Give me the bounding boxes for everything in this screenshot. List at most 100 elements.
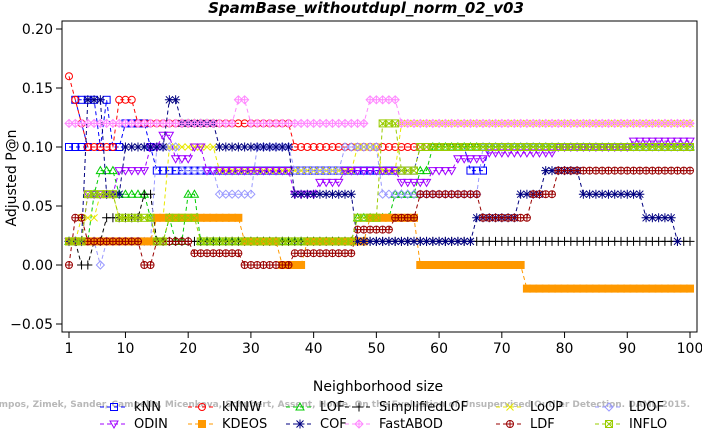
point-cof — [396, 236, 406, 246]
point-odin — [315, 178, 325, 188]
legend-item-ldof: LDOF — [595, 400, 664, 415]
point-odin — [434, 167, 444, 176]
point-knnw — [121, 95, 130, 104]
point-knnw — [384, 143, 393, 151]
y-tick-label: 0.20 — [22, 22, 53, 38]
x-tick-label: 80 — [556, 341, 574, 357]
credit-text: Campos, Zimek, Sander, Campello, Micenko… — [0, 400, 690, 410]
x-tick-label: 90 — [618, 341, 636, 357]
point-odin — [126, 167, 137, 176]
y-tick-label: 0.00 — [22, 258, 53, 274]
point-ldf — [347, 249, 356, 258]
point-ldof — [315, 165, 325, 176]
point-cof — [309, 189, 319, 199]
legend-marker — [198, 403, 206, 411]
point-odin — [139, 167, 150, 176]
point-odin — [327, 178, 338, 188]
point-odin — [202, 167, 212, 176]
point-fastabod — [685, 118, 695, 129]
point-cof — [89, 95, 99, 105]
point-ldof — [296, 165, 306, 176]
point-cof — [447, 236, 457, 246]
point-ldof — [164, 142, 175, 152]
point-ldof — [346, 142, 356, 152]
point-inflo — [391, 119, 400, 128]
point-odin — [377, 167, 388, 176]
point-cof — [359, 236, 369, 246]
point-ldof — [359, 142, 369, 152]
legend-label: LDF — [530, 417, 555, 432]
point-cof — [585, 189, 595, 199]
point-odin — [402, 178, 413, 188]
point-ldof — [233, 189, 244, 199]
plot-frame — [61, 20, 698, 333]
point-lof — [415, 165, 426, 175]
point-ldf — [548, 190, 556, 199]
point-kdeos — [234, 213, 243, 222]
point-odin — [685, 137, 695, 147]
point-cof — [672, 236, 682, 246]
point-cof — [641, 213, 651, 223]
point-odin — [547, 149, 557, 158]
point-cof — [158, 142, 168, 152]
series-kdeos — [65, 213, 694, 293]
axes-layer: 1 10 20 30 40 50 60 70 80 90 100 −0.05 0.00 0.05 0.10 0… — [10, 22, 702, 357]
point-ldof — [183, 165, 193, 176]
point-lof — [108, 165, 118, 175]
point-odin — [365, 167, 375, 176]
point-odin — [277, 167, 288, 176]
point-odin — [358, 167, 369, 176]
point-lof — [126, 189, 137, 198]
point-odin — [258, 167, 269, 176]
point-knn — [466, 166, 475, 175]
point-odin — [233, 167, 244, 176]
point-odin — [660, 137, 670, 147]
point-cof — [164, 95, 174, 105]
point-knnw — [303, 143, 312, 151]
point-odin — [227, 167, 237, 176]
point-odin — [183, 155, 194, 164]
point-inflo — [77, 237, 86, 246]
point-cof — [371, 236, 381, 246]
point-cof — [647, 213, 657, 223]
legend-label: FastABOD — [379, 417, 443, 432]
point-odin — [133, 167, 143, 176]
point-cof — [616, 189, 626, 199]
point-odin — [484, 149, 495, 158]
legend-label: LOF — [320, 400, 345, 415]
point-cof — [403, 236, 413, 246]
point-cof — [233, 142, 243, 152]
point-ldof — [227, 189, 237, 199]
point-simplifiedlof — [685, 236, 695, 246]
point-odin — [177, 155, 187, 164]
point-knn — [159, 166, 168, 175]
point-cof — [302, 189, 312, 199]
legend-marker — [604, 402, 614, 412]
legend-label: LoOP — [530, 400, 563, 415]
point-knnw — [127, 95, 136, 104]
point-odin — [453, 155, 463, 164]
y-tick-label: 0.10 — [22, 140, 53, 156]
point-odin — [340, 167, 350, 176]
point-fastabod — [239, 95, 250, 105]
legend-marker — [198, 420, 206, 428]
point-loop — [178, 143, 186, 151]
point-odin — [465, 155, 476, 164]
point-ldf — [146, 261, 155, 269]
point-cof — [660, 213, 670, 223]
x-tick-label: 40 — [305, 341, 323, 357]
point-odin — [271, 167, 281, 176]
point-cof — [221, 142, 231, 152]
point-loop — [83, 213, 92, 222]
point-cof — [629, 189, 639, 199]
point-cof — [541, 166, 551, 176]
legend-marker — [109, 420, 119, 430]
point-inflo — [190, 213, 199, 222]
point-cof — [246, 142, 256, 152]
point-odin — [653, 137, 664, 147]
x-tick-label: 100 — [677, 341, 702, 357]
series-fastabod — [64, 95, 695, 129]
point-cof — [334, 189, 344, 199]
point-cof — [284, 142, 294, 152]
point-kdeos — [686, 284, 694, 293]
